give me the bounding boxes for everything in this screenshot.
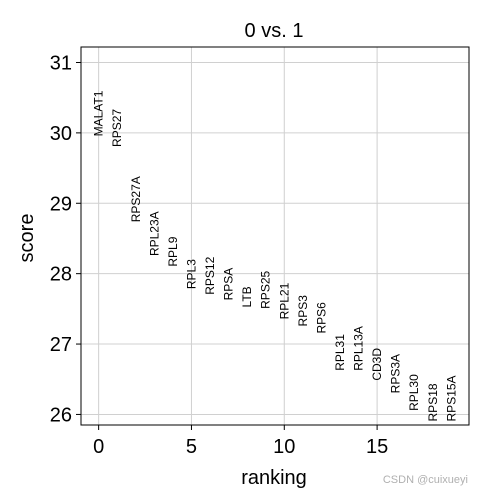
gene-label: RPL21 (277, 282, 291, 319)
gene-label: RPS3 (296, 295, 310, 327)
gene-label: RPL3 (184, 259, 198, 289)
x-axis-label: ranking (241, 467, 307, 489)
gene-label: RPS27A (129, 176, 143, 222)
gene-label: RPL30 (407, 374, 421, 411)
grid (81, 47, 469, 425)
gene-label: RPS15A (444, 375, 458, 421)
gene-label: MALAT1 (92, 90, 106, 136)
gene-label: RPL31 (333, 334, 347, 371)
x-tick-label: 10 (273, 436, 295, 458)
gene-label: RPL23A (147, 211, 161, 256)
y-tick-label: 29 (50, 193, 72, 215)
gene-label: RPL9 (166, 236, 180, 266)
x-tick-label: 0 (93, 436, 104, 458)
y-tick-label: 31 (50, 52, 72, 74)
y-tick-label: 28 (50, 264, 72, 286)
axis-ticks: 0 5 10 15 26 27 28 29 30 31 (50, 52, 388, 458)
y-tick-label: 26 (50, 404, 72, 426)
y-tick-label: 27 (50, 334, 72, 356)
gene-label: RPS18 (426, 383, 440, 421)
gene-labels: MALAT1 RPS27 RPS27A RPL23A RPL9 RPL3 RPS12 RPSA… (92, 90, 459, 421)
gene-label: RPS3A (389, 354, 403, 393)
y-axis-label: score (16, 214, 38, 263)
gene-label: RPS25 (259, 271, 273, 309)
x-tick-label: 15 (366, 436, 388, 458)
gene-label: RPSA (222, 268, 236, 301)
gene-label: RPS6 (314, 302, 328, 334)
x-tick-label: 5 (186, 436, 197, 458)
plot-frame (80, 46, 470, 426)
gene-label: CD3D (370, 348, 384, 381)
chart-title: 0 vs. 1 (245, 20, 304, 42)
gene-label: RPS27 (110, 109, 124, 147)
gene-label: LTB (240, 286, 254, 307)
gene-label: RPS12 (203, 256, 217, 294)
y-tick-label: 30 (50, 123, 72, 145)
gene-label: RPL13A (352, 326, 366, 371)
watermark: CSDN @cuixueyi (382, 474, 468, 486)
